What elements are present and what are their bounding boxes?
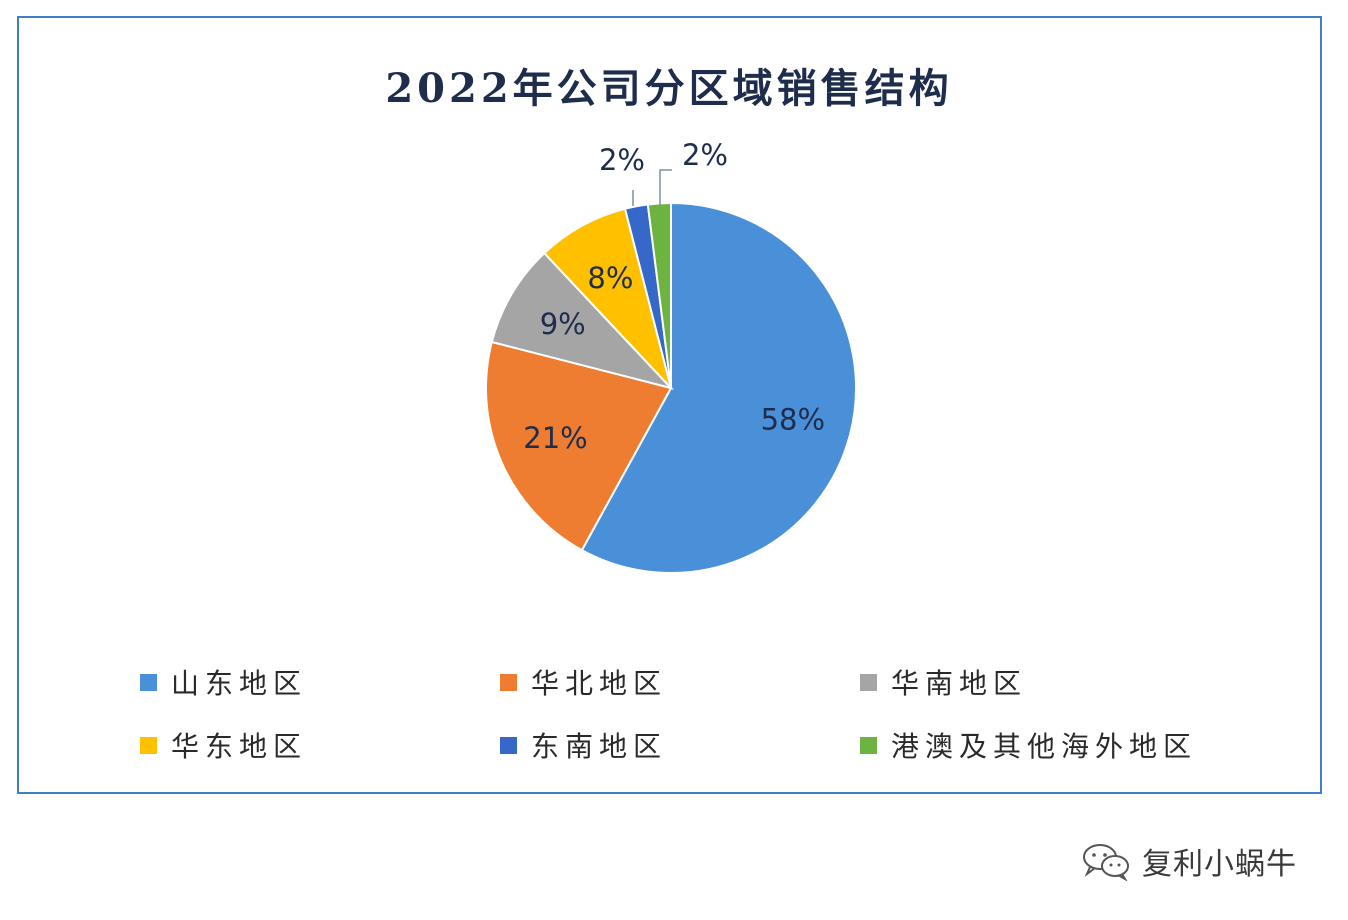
watermark-text: 复利小蜗牛 — [1142, 847, 1297, 882]
chart-title: 2022年公司分区域销售结构 — [385, 65, 953, 112]
pie-slice-4 — [542, 207, 672, 389]
legend-swatch — [500, 673, 517, 691]
pie-slice-3 — [490, 251, 675, 390]
legend-label: 东南地区 — [531, 730, 668, 763]
legend-item-1: 山东地区 — [140, 662, 307, 702]
legend-item-3: 华南地区 — [860, 662, 1027, 702]
legend-label: 华北地区 — [531, 667, 668, 700]
data-label-6: 2% — [682, 138, 728, 172]
legend-swatch — [140, 736, 157, 754]
data-label-3: 9% — [540, 307, 586, 341]
data-label-4: 8% — [587, 261, 633, 295]
legend-label: 华东地区 — [171, 730, 308, 763]
legend-swatch — [140, 673, 157, 691]
legend-label: 港澳及其他海外地区 — [891, 730, 1198, 763]
watermark: 复利小蜗牛 — [1080, 836, 1297, 886]
pie-slice-1 — [580, 201, 857, 574]
legend-swatch — [500, 736, 517, 754]
legend-item-5: 东南地区 — [500, 725, 667, 765]
legend-label: 华南地区 — [891, 667, 1028, 700]
legend-item-4: 华东地区 — [140, 725, 307, 765]
legend-swatch — [860, 673, 877, 691]
legend-item-2: 华北地区 — [500, 662, 667, 702]
legend-label: 山东地区 — [171, 667, 308, 700]
data-label-5: 2% — [599, 143, 645, 177]
legend-item-6: 港澳及其他海外地区 — [860, 725, 1197, 765]
leader-line-6 — [659, 169, 672, 206]
data-label-2: 21% — [523, 421, 587, 455]
pie-slice-2 — [485, 340, 673, 552]
wechat-icon — [1083, 844, 1129, 881]
legend-swatch — [860, 736, 877, 754]
data-label-1: 58% — [761, 402, 825, 436]
legend: 山东地区 华北地区 华南地区华东地区 东南地区 港澳及其他海外地区 — [140, 662, 1300, 782]
